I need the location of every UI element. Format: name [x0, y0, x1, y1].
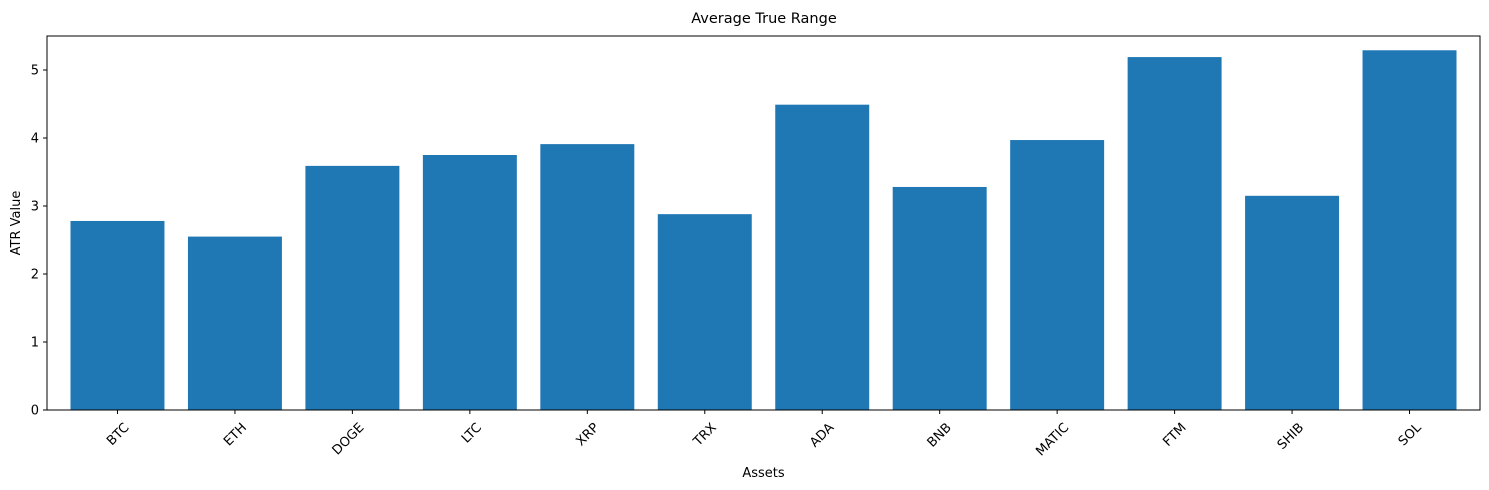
- bar-ltc: [422, 155, 517, 410]
- y-tick-label: 1: [31, 336, 39, 351]
- bar-trx: [657, 214, 752, 410]
- y-tick-label: 2: [31, 268, 39, 283]
- y-tick-label: 5: [31, 64, 39, 79]
- y-axis-label: ATR Value: [9, 191, 24, 256]
- x-tick-label: DOGE: [330, 420, 368, 458]
- y-tick-label: 0: [31, 404, 39, 419]
- x-axis-ticks: BTC ETH DOGE LTC XRP TRX ADA BNB MATIC FTM SHIB SOL: [104, 410, 1425, 459]
- bar-eth: [187, 236, 282, 410]
- bar-ada: [775, 104, 870, 411]
- x-tick-label: LTC: [459, 420, 485, 446]
- bar-xrp: [540, 144, 635, 410]
- x-tick-label: TRX: [690, 420, 720, 450]
- x-tick-label: ADA: [807, 420, 837, 450]
- plot-frame: [46, 35, 1481, 411]
- x-tick-label: SHIB: [1275, 420, 1307, 452]
- bar-ftm: [1127, 57, 1222, 411]
- x-axis-label: Assets: [742, 466, 785, 481]
- bars-group: [70, 50, 1457, 411]
- x-tick-label: ETH: [221, 420, 250, 449]
- bar-matic: [1010, 140, 1105, 411]
- bar-sol: [1362, 50, 1457, 410]
- x-tick-label: BTC: [104, 420, 132, 448]
- bar-doge: [305, 165, 400, 410]
- bar-btc: [70, 220, 165, 410]
- x-tick-label: SOL: [1396, 420, 1425, 449]
- x-tick-label: BNB: [925, 420, 955, 450]
- x-tick-label: XRP: [574, 420, 603, 449]
- y-tick-label: 3: [31, 200, 39, 215]
- y-tick-label: 4: [31, 132, 39, 147]
- bar-bnb: [892, 186, 987, 410]
- chart-title: Average True Range: [691, 11, 837, 27]
- x-tick-label: MATIC: [1033, 420, 1072, 459]
- y-axis-ticks: 0 1 2 3 4 5: [31, 64, 47, 419]
- x-tick-label: FTM: [1160, 420, 1189, 449]
- bar-shib: [1245, 195, 1340, 410]
